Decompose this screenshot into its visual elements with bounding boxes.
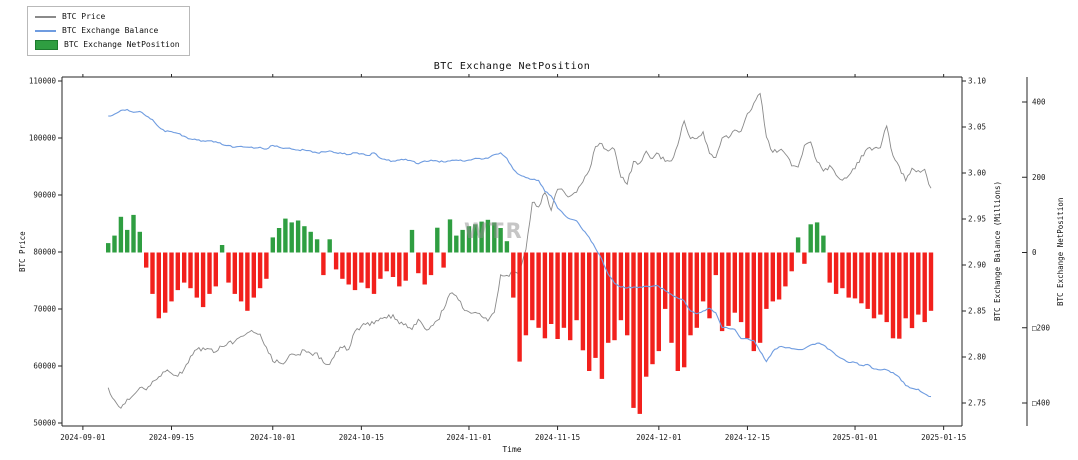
chart-title: BTC Exchange NetPosition: [433, 61, 591, 72]
svg-text:2024-09-15: 2024-09-15: [149, 433, 194, 442]
svg-text:2.90: 2.90: [968, 261, 987, 270]
svg-text:2024-10-01: 2024-10-01: [250, 433, 295, 442]
svg-text:3.05: 3.05: [968, 123, 986, 132]
svg-text:2024-11-01: 2024-11-01: [446, 433, 491, 442]
svg-text:2025-01-15: 2025-01-15: [921, 433, 966, 442]
watermark: WTR: [464, 219, 524, 243]
svg-text:2024-11-15: 2024-11-15: [535, 433, 580, 442]
svg-text:2.80: 2.80: [968, 353, 987, 362]
legend-label-price: BTC Price: [62, 12, 106, 21]
svg-text:60000: 60000: [33, 362, 56, 371]
svg-text:50000: 50000: [33, 419, 56, 428]
svg-text:2024-10-15: 2024-10-15: [339, 433, 384, 442]
svg-text:2024-09-01: 2024-09-01: [60, 433, 105, 442]
y-axis-label-price: BTC Price: [18, 231, 27, 272]
svg-text:110000: 110000: [29, 77, 57, 86]
svg-text:3.00: 3.00: [968, 169, 987, 178]
legend-label-netposition: BTC Exchange NetPosition: [64, 40, 180, 49]
svg-text:70000: 70000: [33, 305, 56, 314]
svg-text:400: 400: [1032, 98, 1046, 107]
legend-item-netposition: BTC Exchange NetPosition: [35, 39, 180, 50]
svg-text:□200: □200: [1032, 323, 1051, 332]
balance-line-swatch: [35, 29, 56, 32]
svg-text:2.95: 2.95: [968, 215, 986, 224]
legend: BTC Price BTC Exchange Balance BTC Excha…: [27, 6, 190, 56]
svg-text:100000: 100000: [29, 134, 57, 143]
svg-text:2.85: 2.85: [968, 307, 986, 316]
price-line-swatch: [35, 15, 56, 18]
legend-label-balance: BTC Exchange Balance: [62, 26, 159, 35]
svg-text:90000: 90000: [33, 191, 56, 200]
svg-text:□400: □400: [1032, 399, 1051, 408]
legend-item-balance: BTC Exchange Balance: [35, 25, 180, 36]
svg-text:2024-12-01: 2024-12-01: [636, 433, 681, 442]
svg-text:2025-01-01: 2025-01-01: [832, 433, 877, 442]
svg-text:80000: 80000: [33, 248, 56, 257]
netposition-bar-swatch: [35, 39, 58, 50]
svg-text:0: 0: [1032, 248, 1037, 257]
svg-text:2024-12-15: 2024-12-15: [725, 433, 770, 442]
svg-text:3.10: 3.10: [968, 77, 987, 86]
svg-text:2.75: 2.75: [968, 399, 986, 408]
x-axis-label: Time: [502, 445, 522, 454]
svg-text:200: 200: [1032, 173, 1046, 182]
legend-item-price: BTC Price: [35, 11, 180, 22]
y-axis-label-netposition: BTC Exchange NetPosition: [1056, 197, 1065, 306]
y-axis-label-balance: BTC Exchange Balance (Millions): [993, 181, 1002, 322]
